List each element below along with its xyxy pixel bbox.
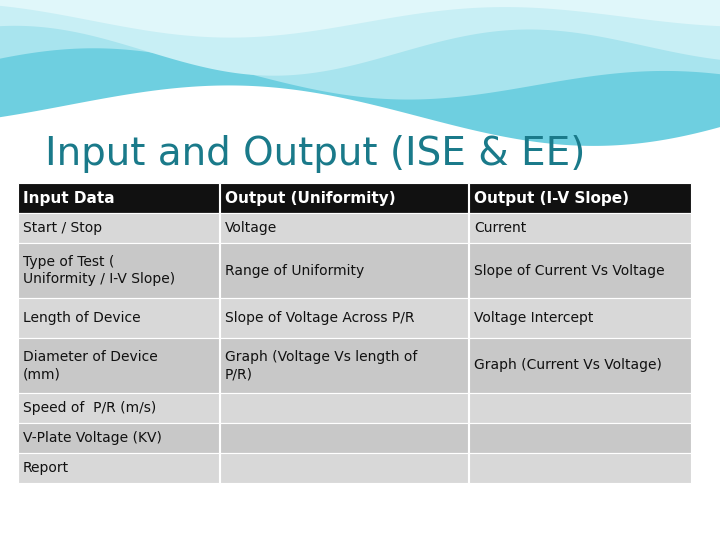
FancyBboxPatch shape <box>469 393 690 423</box>
FancyBboxPatch shape <box>18 423 219 453</box>
Text: Output (I-V Slope): Output (I-V Slope) <box>474 191 629 206</box>
FancyBboxPatch shape <box>469 298 690 338</box>
Text: Graph (Current Vs Voltage): Graph (Current Vs Voltage) <box>474 359 662 373</box>
FancyBboxPatch shape <box>469 423 690 453</box>
Text: Report: Report <box>23 461 69 475</box>
FancyBboxPatch shape <box>469 453 690 483</box>
Text: Graph (Voltage Vs length of
P/R): Graph (Voltage Vs length of P/R) <box>225 350 417 381</box>
FancyBboxPatch shape <box>469 338 690 393</box>
Text: Input Data: Input Data <box>23 191 114 206</box>
Polygon shape <box>0 0 720 76</box>
FancyBboxPatch shape <box>18 298 219 338</box>
Text: Length of Device: Length of Device <box>23 311 140 325</box>
FancyBboxPatch shape <box>469 243 690 298</box>
Text: Diameter of Device
(mm): Diameter of Device (mm) <box>23 350 158 381</box>
Text: Voltage: Voltage <box>225 221 277 235</box>
FancyBboxPatch shape <box>18 338 219 393</box>
Polygon shape <box>0 0 720 99</box>
FancyBboxPatch shape <box>18 213 219 243</box>
Text: Current: Current <box>474 221 527 235</box>
FancyBboxPatch shape <box>220 338 469 393</box>
FancyBboxPatch shape <box>220 213 469 243</box>
Text: Voltage Intercept: Voltage Intercept <box>474 311 594 325</box>
Text: Input and Output (ISE & EE): Input and Output (ISE & EE) <box>45 135 585 173</box>
Text: Output (Uniformity): Output (Uniformity) <box>225 191 395 206</box>
Polygon shape <box>0 0 720 146</box>
Text: Range of Uniformity: Range of Uniformity <box>225 264 364 278</box>
FancyBboxPatch shape <box>220 243 469 298</box>
Text: Slope of Voltage Across P/R: Slope of Voltage Across P/R <box>225 311 414 325</box>
Text: V-Plate Voltage (KV): V-Plate Voltage (KV) <box>23 431 162 445</box>
FancyBboxPatch shape <box>18 243 219 298</box>
FancyBboxPatch shape <box>220 423 469 453</box>
Text: Type of Test (
Uniformity / I-V Slope): Type of Test ( Uniformity / I-V Slope) <box>23 255 175 286</box>
FancyBboxPatch shape <box>220 298 469 338</box>
FancyBboxPatch shape <box>220 183 469 213</box>
Text: Slope of Current Vs Voltage: Slope of Current Vs Voltage <box>474 264 665 278</box>
FancyBboxPatch shape <box>18 393 219 423</box>
FancyBboxPatch shape <box>220 393 469 423</box>
Text: Speed of  P/R (m/s): Speed of P/R (m/s) <box>23 401 156 415</box>
FancyBboxPatch shape <box>469 213 690 243</box>
Text: Start / Stop: Start / Stop <box>23 221 102 235</box>
FancyBboxPatch shape <box>18 183 219 213</box>
FancyBboxPatch shape <box>220 453 469 483</box>
FancyBboxPatch shape <box>469 183 690 213</box>
FancyBboxPatch shape <box>18 453 219 483</box>
Polygon shape <box>0 0 720 38</box>
